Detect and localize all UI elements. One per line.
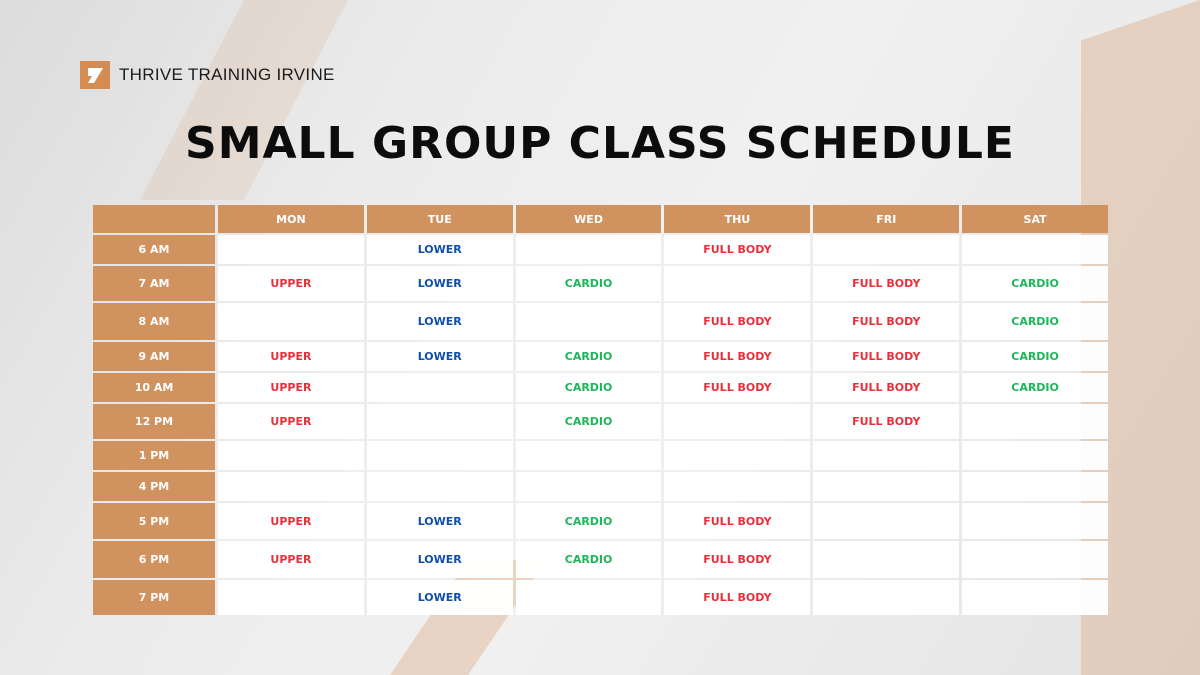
day-header-tue: TUE xyxy=(366,205,513,233)
class-cell xyxy=(366,373,513,402)
class-cell: FULL BODY xyxy=(664,342,811,371)
class-cell: FULL BODY xyxy=(813,373,960,402)
class-cell xyxy=(813,472,960,501)
class-cell xyxy=(664,266,811,301)
class-cell: CARDIO xyxy=(962,342,1108,371)
class-cell xyxy=(664,472,811,501)
class-cell: UPPER xyxy=(218,342,364,371)
class-cell xyxy=(962,541,1108,578)
class-cell: LOWER xyxy=(366,235,513,264)
class-cell: CARDIO xyxy=(515,541,662,578)
class-cell xyxy=(218,303,364,340)
day-header-mon: MON xyxy=(218,205,364,233)
day-header-thu: THU xyxy=(664,205,811,233)
class-cell: UPPER xyxy=(218,266,364,301)
time-cell: 1 PM xyxy=(93,441,215,470)
class-cell xyxy=(515,235,662,264)
class-cell xyxy=(218,235,364,264)
time-cell: 6 PM xyxy=(93,541,215,578)
class-cell: LOWER xyxy=(366,342,513,371)
class-cell: FULL BODY xyxy=(813,266,960,301)
class-cell xyxy=(515,441,662,470)
class-cell: CARDIO xyxy=(515,373,662,402)
class-cell: UPPER xyxy=(218,404,364,439)
class-cell xyxy=(515,303,662,340)
class-cell: CARDIO xyxy=(515,503,662,539)
class-cell xyxy=(515,472,662,501)
class-cell xyxy=(813,441,960,470)
class-cell xyxy=(366,472,513,501)
time-cell: 5 PM xyxy=(93,503,215,539)
time-cell: 6 AM xyxy=(93,235,215,264)
class-cell: UPPER xyxy=(218,503,364,539)
class-cell: FULL BODY xyxy=(664,373,811,402)
class-cell: LOWER xyxy=(366,580,513,615)
logo-icon xyxy=(80,61,110,89)
class-cell: LOWER xyxy=(366,266,513,301)
header-corner-cell xyxy=(93,205,215,233)
time-cell: 9 AM xyxy=(93,342,215,371)
class-cell: FULL BODY xyxy=(664,235,811,264)
class-cell: FULL BODY xyxy=(813,342,960,371)
time-cell: 8 AM xyxy=(93,303,215,340)
time-cell: 7 AM xyxy=(93,266,215,301)
class-cell xyxy=(218,441,364,470)
time-cell: 12 PM xyxy=(93,404,215,439)
brand-name: THRIVE TRAINING IRVINE xyxy=(119,65,335,84)
class-cell: LOWER xyxy=(366,303,513,340)
class-cell: FULL BODY xyxy=(664,303,811,340)
class-cell: CARDIO xyxy=(515,342,662,371)
class-cell xyxy=(366,404,513,439)
time-cell: 7 PM xyxy=(93,580,215,615)
day-header-fri: FRI xyxy=(813,205,960,233)
class-cell: LOWER xyxy=(366,541,513,578)
class-cell xyxy=(962,580,1108,615)
class-cell xyxy=(218,472,364,501)
time-cell: 10 AM xyxy=(93,373,215,402)
class-cell: FULL BODY xyxy=(664,541,811,578)
class-cell: FULL BODY xyxy=(813,404,960,439)
class-cell: LOWER xyxy=(366,503,513,539)
class-cell xyxy=(813,503,960,539)
class-cell: CARDIO xyxy=(515,404,662,439)
class-cell xyxy=(813,580,960,615)
time-cell: 4 PM xyxy=(93,472,215,501)
class-cell: FULL BODY xyxy=(664,580,811,615)
class-cell: FULL BODY xyxy=(664,503,811,539)
class-cell xyxy=(962,472,1108,501)
class-cell xyxy=(962,404,1108,439)
page-title: SMALL GROUP CLASS SCHEDULE xyxy=(185,118,1015,169)
class-cell: UPPER xyxy=(218,373,364,402)
day-header-wed: WED xyxy=(515,205,662,233)
class-cell: UPPER xyxy=(218,541,364,578)
class-cell xyxy=(366,441,513,470)
class-cell: CARDIO xyxy=(962,266,1108,301)
class-cell xyxy=(813,235,960,264)
class-cell xyxy=(813,541,960,578)
class-cell: CARDIO xyxy=(515,266,662,301)
class-cell xyxy=(664,404,811,439)
brand-logo: THRIVE TRAINING IRVINE xyxy=(80,61,335,89)
class-cell: FULL BODY xyxy=(813,303,960,340)
class-cell: CARDIO xyxy=(962,303,1108,340)
class-cell xyxy=(962,235,1108,264)
class-cell xyxy=(515,580,662,615)
class-cell xyxy=(664,441,811,470)
class-cell xyxy=(962,441,1108,470)
class-cell: CARDIO xyxy=(962,373,1108,402)
day-header-sat: SAT xyxy=(962,205,1108,233)
class-cell xyxy=(218,580,364,615)
schedule-table: MON TUE WED THU FRI SAT 6 AM LOWER FULL BODY 7 AM… xyxy=(93,205,1108,615)
class-cell xyxy=(962,503,1108,539)
